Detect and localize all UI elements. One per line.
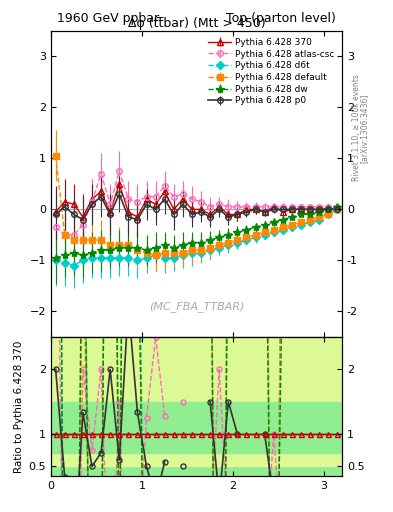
Text: [arXiv:1306.3436]: [arXiv:1306.3436] bbox=[360, 93, 369, 163]
Bar bbox=[51, 337, 342, 466]
Title: Δφ (tt̅bar) (Mtt > 450): Δφ (tt̅bar) (Mtt > 450) bbox=[128, 16, 265, 30]
Legend: Pythia 6.428 370, Pythia 6.428 atlas-csc, Pythia 6.428 d6t, Pythia 6.428 default: Pythia 6.428 370, Pythia 6.428 atlas-csc… bbox=[206, 35, 338, 108]
Text: Rivet 3.1.10, ≥ 100k events: Rivet 3.1.10, ≥ 100k events bbox=[352, 75, 361, 181]
Y-axis label: Ratio to Pythia 6.428 370: Ratio to Pythia 6.428 370 bbox=[15, 340, 24, 473]
Bar bbox=[51, 402, 342, 454]
Text: Top (parton level): Top (parton level) bbox=[226, 12, 336, 25]
Text: (MC_FBA_TTBAR): (MC_FBA_TTBAR) bbox=[149, 302, 244, 312]
Text: 1960 GeV ppbar: 1960 GeV ppbar bbox=[57, 12, 159, 25]
